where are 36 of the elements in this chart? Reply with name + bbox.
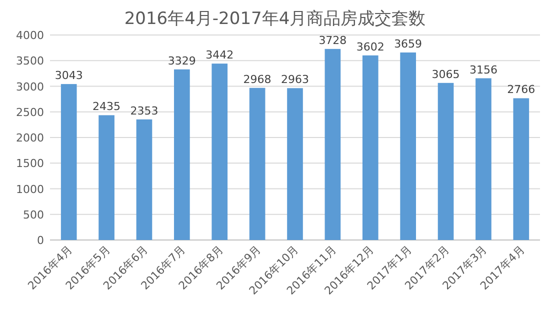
y-tick-label: 2000 <box>16 132 44 144</box>
y-tick-label: 1000 <box>16 182 44 196</box>
y-tick-label: 2500 <box>16 106 44 119</box>
bar <box>287 88 303 240</box>
bar <box>249 88 266 240</box>
data-label: 3065 <box>432 68 460 81</box>
data-label: 3659 <box>394 37 422 50</box>
bar <box>98 115 114 240</box>
bar <box>438 82 454 240</box>
y-tick-label: 1500 <box>16 157 44 170</box>
y-tick-label: 3500 <box>16 54 44 68</box>
data-label: 2766 <box>507 83 536 96</box>
data-label: 3728 <box>318 34 347 47</box>
bar <box>136 119 152 240</box>
data-label: 2353 <box>130 104 158 118</box>
bar <box>324 48 341 240</box>
y-tick-label: 3000 <box>16 80 44 94</box>
y-tick-label: 4000 <box>16 29 44 42</box>
bar <box>400 52 416 240</box>
y-tick-label: 0 <box>37 234 44 247</box>
y-tick-label: 500 <box>23 208 44 222</box>
bar <box>212 64 228 240</box>
bar <box>476 78 492 240</box>
chart-title: 2016年4月-2017年4月商品房成交套数 <box>124 9 426 29</box>
data-label: 3602 <box>356 40 384 54</box>
data-label: 3329 <box>168 54 196 68</box>
data-label: 3442 <box>206 48 234 62</box>
data-label: 3043 <box>54 69 83 82</box>
bar <box>513 98 530 240</box>
bar <box>174 69 190 240</box>
data-label: 2968 <box>243 72 272 86</box>
data-label: 3156 <box>469 63 498 76</box>
data-label: 2963 <box>281 73 309 86</box>
bar <box>362 55 378 240</box>
data-label: 2435 <box>92 100 121 114</box>
bar <box>60 84 77 240</box>
